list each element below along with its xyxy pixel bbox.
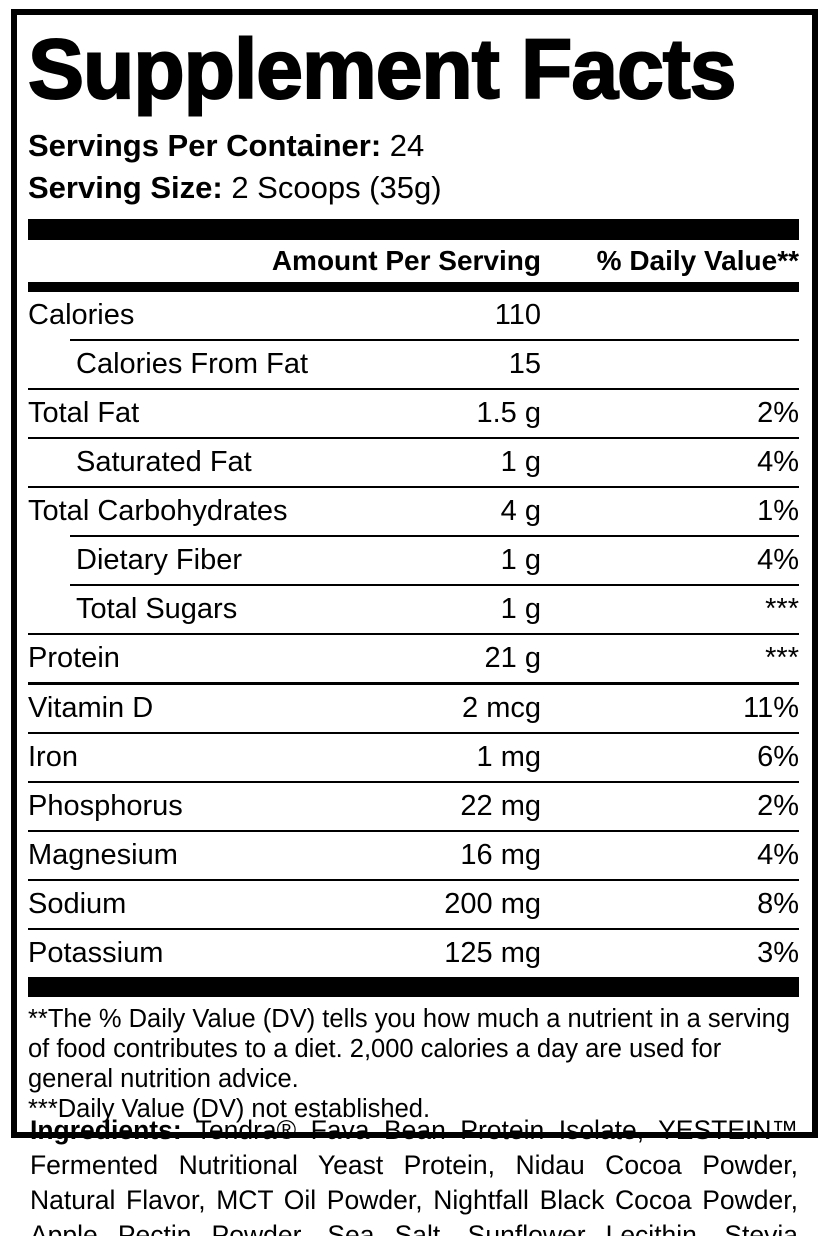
nutrient-label: Vitamin D (28, 692, 154, 724)
table-row-calories: Calories 110 (28, 292, 799, 339)
serving-size-label: Serving Size: (28, 170, 223, 205)
amount-value: 200 mg (444, 888, 541, 920)
amount-value: 2 mcg (462, 692, 541, 724)
amount-value: 1 g (500, 593, 541, 625)
table-row-total-fat: Total Fat 1.5 g 2% (28, 390, 799, 437)
table-row-potassium: Potassium 125 mg 3% (28, 930, 799, 977)
nutrient-label: Sodium (28, 888, 127, 920)
nutrient-label: Calories From Fat (76, 348, 309, 380)
table-row-total-sugars: Total Sugars 1 g *** (28, 586, 799, 633)
table-row-dietary-fiber: Dietary Fiber 1 g 4% (28, 537, 799, 584)
table-header-row: Amount Per Serving % Daily Value** (28, 240, 799, 282)
nutrient-label: Dietary Fiber (76, 544, 242, 576)
divider-bar-bottom (28, 977, 799, 997)
daily-value: 3% (757, 937, 799, 969)
daily-value: 4% (757, 446, 799, 478)
row-separator (70, 584, 799, 586)
serving-size: Serving Size: 2 Scoops (35g) (28, 167, 799, 209)
amount-value: 4 g (500, 495, 541, 527)
table-row-protein: Protein 21 g *** (28, 635, 799, 682)
daily-value: 1% (757, 495, 799, 527)
table-row-calories-from-fat: Calories From Fat 15 (28, 341, 799, 388)
daily-value: *** (765, 593, 799, 625)
servings-per-container-value: 24 (389, 128, 425, 163)
daily-value: 4% (757, 544, 799, 576)
header-amount-per-serving: Amount Per Serving (271, 245, 541, 276)
footnote-not-established: ***Daily Value (DV) not established. (28, 1095, 431, 1123)
serving-size-value: 2 Scoops (35g) (231, 170, 442, 205)
amount-value: 16 mg (460, 839, 541, 871)
daily-value: 8% (757, 888, 799, 920)
row-separator (28, 633, 799, 635)
amount-value: 21 g (484, 642, 541, 674)
daily-value: 4% (757, 839, 799, 871)
table-row-total-carbohydrates: Total Carbohydrates 4 g 1% (28, 488, 799, 535)
row-separator-thick (28, 682, 799, 685)
header-daily-value: % Daily Value** (596, 245, 799, 276)
nutrient-label: Total Fat (28, 397, 140, 429)
supplement-facts-box: Supplement Facts Servings Per Container:… (11, 9, 818, 1138)
daily-value: 2% (757, 790, 799, 822)
row-separator (28, 437, 799, 439)
facts-title: Supplement Facts (27, 21, 737, 117)
daily-value: 11% (743, 692, 799, 724)
nutrient-label: Calories (28, 299, 135, 331)
nutrient-label: Iron (28, 741, 78, 773)
table-row-magnesium: Magnesium 16 mg 4% (28, 832, 799, 879)
footnote-daily-value: **The % Daily Value (DV) tells you how m… (28, 1005, 791, 1093)
row-separator (28, 486, 799, 488)
serving-info: Servings Per Container: 24 Serving Size:… (28, 125, 799, 209)
row-separator (70, 339, 799, 341)
table-row-saturated-fat: Saturated Fat 1 g 4% (28, 439, 799, 486)
row-separator (28, 879, 799, 881)
daily-value: *** (765, 642, 799, 674)
nutrient-label: Potassium (28, 937, 164, 969)
row-separator (28, 781, 799, 783)
amount-value: 125 mg (444, 937, 541, 969)
table-row-phosphorus: Phosphorus 22 mg 2% (28, 783, 799, 830)
amount-value: 1 mg (476, 741, 541, 773)
nutrient-label: Phosphorus (28, 790, 183, 822)
row-separator (28, 928, 799, 930)
servings-per-container: Servings Per Container: 24 (28, 125, 799, 167)
amount-value: 22 mg (460, 790, 541, 822)
daily-value: 6% (757, 741, 799, 773)
table-row-sodium: Sodium 200 mg 8% (28, 881, 799, 928)
divider-bar-header (28, 282, 799, 292)
divider-bar-top (28, 219, 799, 240)
footnotes: **The % Daily Value (DV) tells you how m… (28, 1004, 799, 1124)
nutrient-label: Saturated Fat (76, 446, 252, 478)
nutrient-label: Magnesium (28, 839, 178, 871)
nutrient-label: Total Sugars (76, 593, 238, 625)
row-separator (28, 830, 799, 832)
daily-value: 2% (757, 397, 799, 429)
servings-per-container-label: Servings Per Container: (28, 128, 382, 163)
ingredients-label: Ingredients: (30, 1115, 182, 1145)
table-row-vitamin-d: Vitamin D 2 mcg 11% (28, 685, 799, 732)
row-separator (70, 535, 799, 537)
row-separator (28, 388, 799, 390)
amount-value: 15 (508, 348, 541, 380)
amount-value: 1 g (500, 544, 541, 576)
ingredients-text: Tendra® Fava Bean Protein Isolate, YESTE… (30, 1115, 798, 1236)
amount-value: 1 g (500, 446, 541, 478)
ingredients-paragraph: Ingredients: Tendra® Fava Bean Protein I… (30, 1113, 798, 1236)
amount-value: 110 (494, 299, 541, 331)
nutrient-label: Total Carbohydrates (28, 495, 288, 527)
row-separator (28, 732, 799, 734)
amount-value: 1.5 g (476, 397, 542, 429)
table-row-iron: Iron 1 mg 6% (28, 734, 799, 781)
nutrient-label: Protein (28, 642, 120, 674)
